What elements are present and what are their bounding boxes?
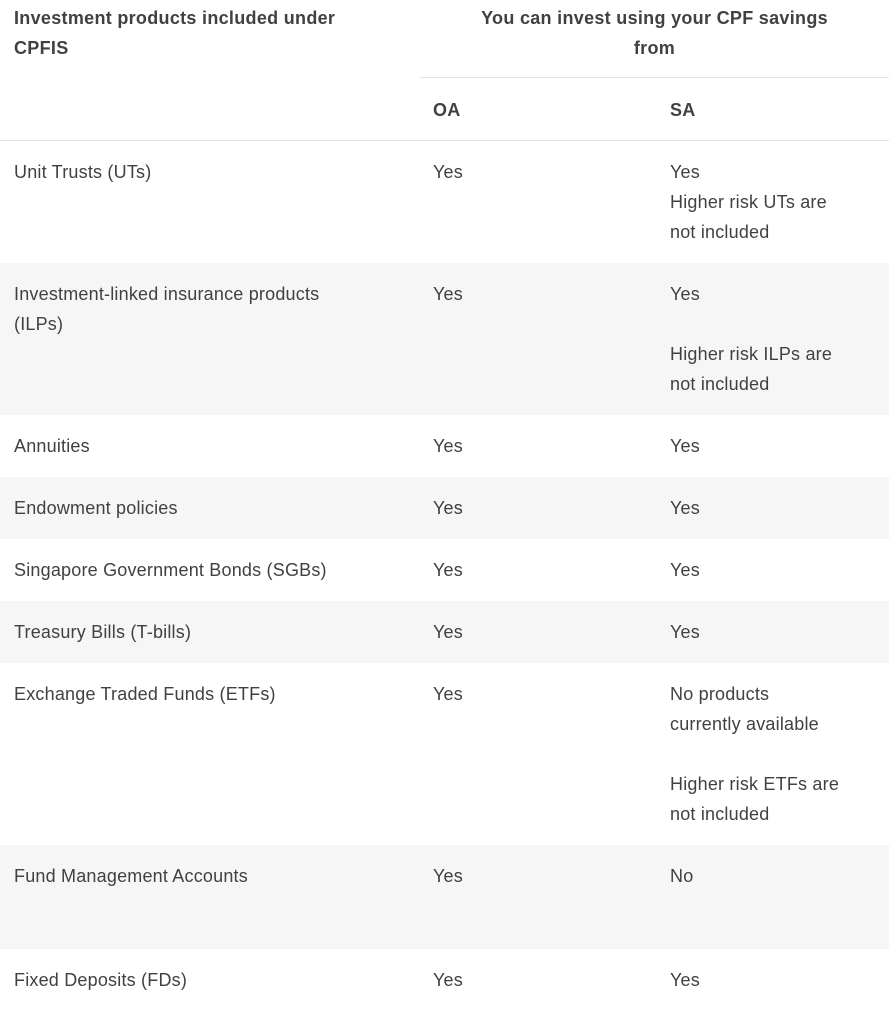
product-name-cell: Fund Management Accounts	[0, 861, 420, 933]
product-name-cell: Treasury Bills (T-bills)	[0, 617, 420, 647]
cell-line: No	[670, 866, 694, 886]
cell-line: Annuities	[14, 436, 90, 456]
table-header: Investment products included under CPFIS…	[0, 0, 889, 141]
cell-line: Yes	[433, 560, 463, 580]
cell-line: Yes	[433, 684, 463, 704]
sa-value-cell: Yes	[657, 555, 889, 585]
cpf-savings-group-column: You can invest using your CPF savings fr…	[420, 0, 889, 140]
sa-value-cell: Yes	[657, 617, 889, 647]
cell-line: Higher risk ETFs are not included	[670, 774, 840, 824]
oa-value-cell: Yes	[420, 679, 657, 829]
product-name-cell: Annuities	[0, 431, 420, 461]
blank-line	[670, 739, 869, 769]
sa-value-cell: Yes	[657, 965, 889, 995]
cell-line: Yes	[670, 162, 700, 182]
table-row: Fund Management Accounts Yes No	[0, 845, 889, 949]
product-name-cell: Endowment policies	[0, 493, 420, 523]
cell-line: Yes	[433, 162, 463, 182]
cell-line: Yes	[433, 970, 463, 990]
oa-value-cell: Yes	[420, 861, 657, 933]
oa-value-cell: Yes	[420, 493, 657, 523]
cell-line: Yes	[670, 284, 700, 304]
cell-line: Yes	[433, 866, 463, 886]
sa-value-cell: No products currently available Higher ri…	[657, 679, 889, 829]
cell-line: Yes	[433, 436, 463, 456]
oa-value-cell: Yes	[420, 157, 657, 247]
product-name-cell: Exchange Traded Funds (ETFs)	[0, 679, 420, 829]
oa-value-cell: Yes	[420, 431, 657, 461]
product-name-cell: Fixed Deposits (FDs)	[0, 965, 420, 995]
oa-value-cell: Yes	[420, 965, 657, 995]
cell-line: No products currently available	[670, 684, 819, 734]
account-subheaders: OA SA	[420, 78, 889, 140]
table-row: Annuities Yes Yes	[0, 415, 889, 477]
oa-value-cell: Yes	[420, 279, 657, 399]
column-header-oa: OA	[433, 100, 461, 120]
oa-value-cell: Yes	[420, 617, 657, 647]
cell-line: Singapore Government Bonds (SGBs)	[14, 560, 327, 580]
cell-line: Yes	[670, 622, 700, 642]
sa-value-cell: Yes Higher risk ILPs are not included	[657, 279, 889, 399]
product-column-header: Investment products included under CPFIS	[14, 8, 336, 58]
table-row: Endowment policies Yes Yes	[0, 477, 889, 539]
cell-line: Fund Management Accounts	[14, 866, 248, 886]
cell-line: Yes	[670, 498, 700, 518]
table-row: Singapore Government Bonds (SGBs) Yes Ye…	[0, 539, 889, 601]
cell-line: Treasury Bills (T-bills)	[14, 622, 192, 642]
cell-line: Exchange Traded Funds (ETFs)	[14, 684, 276, 704]
cell-line: Fixed Deposits (FDs)	[14, 970, 188, 990]
product-name-cell: Investment-linked insurance products (IL…	[0, 279, 420, 399]
cell-line: Yes	[433, 284, 463, 304]
cell-line: Yes	[670, 436, 700, 456]
group-column-header: You can invest using your CPF savings fr…	[420, 0, 889, 78]
table-row: Unit Trusts (UTs) Yes Yes Higher risk UTs…	[0, 141, 889, 263]
table-body: Unit Trusts (UTs) Yes Yes Higher risk UTs…	[0, 141, 889, 1011]
cell-line: Unit Trusts (UTs)	[14, 162, 152, 182]
cell-line: Yes	[433, 622, 463, 642]
table-row: Investment-linked insurance products (IL…	[0, 263, 889, 415]
cell-line: Higher risk UTs are not included	[670, 192, 827, 242]
sa-value-cell: Yes	[657, 431, 889, 461]
cell-line: Yes	[433, 498, 463, 518]
table-row: Exchange Traded Funds (ETFs) Yes No prod…	[0, 663, 889, 845]
column-header-sa: SA	[670, 100, 696, 120]
cell-line: Yes	[670, 560, 700, 580]
product-name-cell: Unit Trusts (UTs)	[0, 157, 420, 247]
table-row: Fixed Deposits (FDs) Yes Yes	[0, 949, 889, 1011]
sa-value-cell: Yes	[657, 493, 889, 523]
sa-value-cell: No	[657, 861, 889, 933]
cell-line: Yes	[670, 970, 700, 990]
cell-line: Investment-linked insurance products (IL…	[14, 284, 320, 334]
cell-line: Endowment policies	[14, 498, 178, 518]
cell-line: Higher risk ILPs are not included	[670, 344, 833, 394]
sa-value-cell: Yes Higher risk UTs are not included	[657, 157, 889, 247]
table-row: Treasury Bills (T-bills) Yes Yes	[0, 601, 889, 663]
product-name-cell: Singapore Government Bonds (SGBs)	[0, 555, 420, 585]
oa-value-cell: Yes	[420, 555, 657, 585]
blank-line	[670, 309, 869, 339]
